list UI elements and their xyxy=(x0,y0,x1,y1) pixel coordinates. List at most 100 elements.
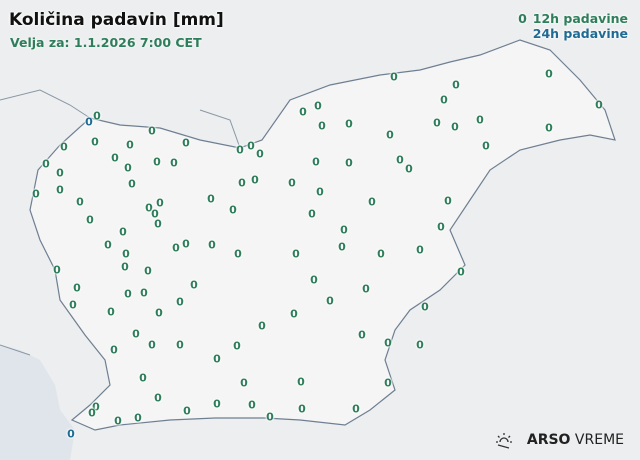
station-value-12h[interactable]: 0 xyxy=(170,156,178,170)
station-value-12h[interactable]: 0 xyxy=(190,278,198,292)
station-value-12h[interactable]: 0 xyxy=(69,298,77,312)
station-value-12h[interactable]: 0 xyxy=(183,404,191,418)
station-value-12h[interactable]: 0 xyxy=(326,294,334,308)
station-value-12h[interactable]: 0 xyxy=(416,243,424,257)
station-value-12h[interactable]: 0 xyxy=(288,176,296,190)
station-value-12h[interactable]: 0 xyxy=(176,295,184,309)
station-value-12h[interactable]: 0 xyxy=(258,319,266,333)
station-value-12h[interactable]: 0 xyxy=(104,238,112,252)
station-value-12h[interactable]: 0 xyxy=(362,282,370,296)
station-value-12h[interactable]: 0 xyxy=(207,192,215,206)
station-value-12h[interactable]: 0 xyxy=(86,213,94,227)
legend-12h[interactable]: 0 12h padavine xyxy=(518,11,628,26)
station-value-12h[interactable]: 0 xyxy=(53,263,61,277)
station-value-12h[interactable]: 0 xyxy=(248,398,256,412)
station-value-12h[interactable]: 0 xyxy=(290,307,298,321)
station-value-12h[interactable]: 0 xyxy=(148,338,156,352)
station-value-12h[interactable]: 0 xyxy=(139,371,147,385)
station-value-12h[interactable]: 0 xyxy=(595,98,603,112)
station-value-24h[interactable]: 0 xyxy=(85,115,93,129)
station-value-12h[interactable]: 0 xyxy=(377,247,385,261)
station-value-12h[interactable]: 0 xyxy=(396,153,404,167)
station-value-12h[interactable]: 0 xyxy=(140,286,148,300)
station-value-12h[interactable]: 0 xyxy=(76,195,84,209)
station-value-12h[interactable]: 0 xyxy=(91,135,99,149)
station-value-12h[interactable]: 0 xyxy=(126,138,134,152)
station-value-12h[interactable]: 0 xyxy=(122,247,130,261)
station-value-12h[interactable]: 0 xyxy=(238,176,246,190)
station-value-12h[interactable]: 0 xyxy=(148,124,156,138)
station-value-12h[interactable]: 0 xyxy=(124,287,132,301)
station-value-12h[interactable]: 0 xyxy=(172,241,180,255)
station-value-12h[interactable]: 0 xyxy=(405,162,413,176)
station-value-12h[interactable]: 0 xyxy=(390,70,398,84)
station-value-12h[interactable]: 0 xyxy=(386,128,394,142)
station-value-12h[interactable]: 0 xyxy=(56,183,64,197)
station-value-12h[interactable]: 0 xyxy=(340,223,348,237)
station-value-12h[interactable]: 0 xyxy=(134,411,142,425)
station-value-12h[interactable]: 0 xyxy=(208,238,216,252)
station-value-12h[interactable]: 0 xyxy=(229,203,237,217)
station-value-12h[interactable]: 0 xyxy=(312,155,320,169)
station-value-12h[interactable]: 0 xyxy=(318,119,326,133)
station-value-12h[interactable]: 0 xyxy=(119,225,127,239)
station-value-12h[interactable]: 0 xyxy=(32,187,40,201)
station-value-12h[interactable]: 0 xyxy=(338,240,346,254)
station-value-12h[interactable]: 0 xyxy=(234,247,242,261)
station-value-12h[interactable]: 0 xyxy=(132,327,140,341)
station-value-12h[interactable]: 0 xyxy=(482,139,490,153)
station-value-12h[interactable]: 0 xyxy=(297,375,305,389)
station-value-12h[interactable]: 0 xyxy=(440,93,448,107)
station-value-12h[interactable]: 0 xyxy=(114,414,122,428)
station-value-12h[interactable]: 0 xyxy=(457,265,465,279)
station-value-12h[interactable]: 0 xyxy=(182,136,190,150)
station-value-12h[interactable]: 0 xyxy=(145,201,153,215)
station-value-12h[interactable]: 0 xyxy=(545,121,553,135)
station-value-12h[interactable]: 0 xyxy=(93,109,101,123)
station-value-12h[interactable]: 0 xyxy=(308,207,316,221)
station-value-12h[interactable]: 0 xyxy=(316,185,324,199)
station-value-12h[interactable]: 0 xyxy=(251,173,259,187)
station-value-12h[interactable]: 0 xyxy=(42,157,50,171)
station-value-12h[interactable]: 0 xyxy=(545,67,553,81)
station-value-12h[interactable]: 0 xyxy=(421,300,429,314)
station-value-12h[interactable]: 0 xyxy=(451,120,459,134)
station-value-12h[interactable]: 0 xyxy=(266,410,274,424)
station-value-12h[interactable]: 0 xyxy=(73,281,81,295)
station-value-12h[interactable]: 0 xyxy=(299,105,307,119)
station-value-12h[interactable]: 0 xyxy=(292,247,300,261)
station-value-12h[interactable]: 0 xyxy=(416,338,424,352)
station-value-12h[interactable]: 0 xyxy=(233,339,241,353)
station-value-12h[interactable]: 0 xyxy=(256,147,264,161)
station-value-12h[interactable]: 0 xyxy=(213,352,221,366)
station-value-12h[interactable]: 0 xyxy=(153,155,161,169)
station-value-12h[interactable]: 0 xyxy=(437,220,445,234)
station-value-12h[interactable]: 0 xyxy=(236,143,244,157)
station-value-12h[interactable]: 0 xyxy=(124,161,132,175)
station-value-12h[interactable]: 0 xyxy=(182,237,190,251)
station-value-12h[interactable]: 0 xyxy=(144,264,152,278)
station-value-12h[interactable]: 0 xyxy=(56,166,64,180)
station-value-12h[interactable]: 0 xyxy=(310,273,318,287)
station-value-12h[interactable]: 0 xyxy=(156,196,164,210)
station-value-12h[interactable]: 0 xyxy=(154,391,162,405)
station-value-12h[interactable]: 0 xyxy=(247,139,255,153)
station-value-12h[interactable]: 0 xyxy=(433,116,441,130)
station-value-12h[interactable]: 0 xyxy=(110,343,118,357)
station-value-12h[interactable]: 0 xyxy=(121,260,129,274)
station-value-12h[interactable]: 0 xyxy=(240,376,248,390)
station-value-12h[interactable]: 0 xyxy=(384,336,392,350)
station-value-12h[interactable]: 0 xyxy=(476,113,484,127)
station-value-24h[interactable]: 0 xyxy=(67,427,75,441)
station-value-12h[interactable]: 0 xyxy=(107,305,115,319)
station-value-12h[interactable]: 0 xyxy=(384,376,392,390)
station-value-12h[interactable]: 0 xyxy=(88,406,96,420)
station-value-12h[interactable]: 0 xyxy=(155,306,163,320)
station-value-12h[interactable]: 0 xyxy=(111,151,119,165)
station-value-12h[interactable]: 0 xyxy=(128,177,136,191)
station-value-12h[interactable]: 0 xyxy=(213,397,221,411)
station-value-12h[interactable]: 0 xyxy=(452,78,460,92)
station-value-12h[interactable]: 0 xyxy=(154,217,162,231)
station-value-12h[interactable]: 0 xyxy=(298,402,306,416)
station-value-12h[interactable]: 0 xyxy=(444,194,452,208)
